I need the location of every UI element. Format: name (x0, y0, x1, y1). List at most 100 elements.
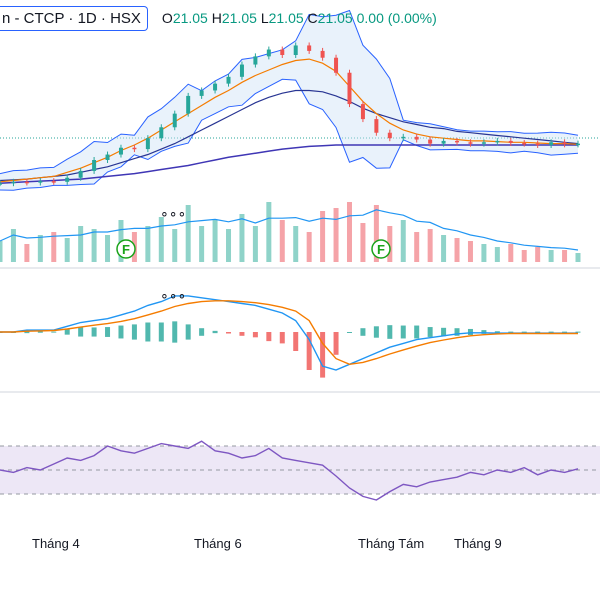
bollinger-upper-line (0, 9, 579, 175)
macd-histogram-bar (427, 327, 433, 337)
candle-body (11, 181, 16, 184)
close-label: C (307, 10, 318, 26)
candle-body (293, 45, 298, 55)
symbol-title: n - CTCP · 1D · HSX (2, 9, 141, 27)
volume-bar (105, 235, 111, 262)
macd-histogram-bar (145, 322, 151, 342)
volume-bar (535, 247, 541, 262)
macd-histogram-bar (51, 331, 57, 333)
macd-histogram-bar (239, 332, 245, 336)
volume-bar (0, 241, 3, 262)
symbol-selector[interactable]: n - CTCP · 1D · HSX (0, 5, 148, 31)
volume-bar (158, 217, 164, 262)
volume-bar (185, 205, 191, 262)
macd-histogram-bar (521, 331, 527, 333)
macd-histogram-bar (535, 331, 541, 333)
candle-body (280, 49, 285, 55)
volume-bar (333, 208, 339, 262)
volume-bar (548, 250, 554, 262)
candle-body (441, 140, 446, 144)
candle-body (24, 181, 29, 184)
volume-bar (494, 247, 500, 262)
macd-histogram-bar (387, 325, 393, 339)
rsi-pane (0, 440, 600, 501)
macd-histogram-bar (360, 328, 366, 336)
candle-body (226, 76, 231, 84)
candle-body (334, 57, 339, 73)
volume-bar (24, 244, 30, 262)
macd-histogram-bar (467, 328, 473, 336)
volume-bar (37, 235, 43, 262)
x-axis: Tháng 4 Tháng 6 Tháng Tám Tháng 9 (32, 536, 502, 551)
volume-bar (360, 223, 366, 262)
volume-bar (481, 244, 487, 262)
volume-bar (387, 226, 393, 262)
candle-body (481, 142, 486, 144)
candle-body (51, 181, 56, 183)
candle-body (145, 138, 150, 150)
candle-body (535, 143, 540, 146)
volume-bar (226, 229, 232, 262)
macd-histogram-bar (185, 324, 191, 340)
macd-histogram-bar (548, 331, 554, 333)
macd-histogram-bar (373, 326, 379, 338)
high-value: 21.05 (221, 10, 257, 26)
event-marker-label: F (377, 242, 385, 257)
volume-bar (266, 202, 272, 262)
volume-bar (145, 226, 151, 262)
moving-average-long-line (0, 144, 578, 184)
macd-histogram-bar (212, 330, 218, 334)
macd-histogram-bar (333, 332, 339, 355)
high-label: H (211, 10, 222, 26)
moving-average-fast-line (0, 58, 579, 183)
moving-average-mid-line (0, 89, 579, 182)
rsi-line (0, 440, 579, 501)
candle-body (118, 147, 123, 155)
macd-histogram-bar (24, 330, 30, 334)
x-tick-label: Tháng 9 (454, 536, 502, 551)
x-tick-label: Tháng 6 (194, 536, 242, 551)
chart-header: n - CTCP · 1D · HSX O21.05 H21.05 L21.05… (0, 4, 437, 32)
macd-signal-line (0, 300, 578, 366)
volume-bar (373, 205, 379, 262)
volume-bar (78, 226, 84, 262)
x-tick-label: Tháng Tám (358, 536, 424, 551)
low-value: 21.05 (268, 10, 304, 26)
candle-body (508, 140, 513, 143)
more-options-icon[interactable]: ∘∘∘ (160, 287, 186, 303)
candle-body (78, 170, 83, 178)
volume-bar (172, 229, 178, 262)
more-options-icon[interactable]: ∘∘∘ (160, 205, 186, 221)
candle-body (159, 127, 164, 139)
candle-body (468, 142, 473, 144)
candle-body (186, 95, 191, 114)
candle-body (253, 56, 258, 65)
volume-bar (400, 220, 406, 262)
bollinger-band-fill (0, 10, 578, 191)
price-pane (0, 9, 580, 191)
candle-body (132, 147, 137, 150)
volume-bar (64, 238, 70, 262)
volume-bar (239, 214, 245, 262)
candle-body (307, 45, 312, 51)
macd-histogram-bar (481, 330, 487, 334)
volume-bar (306, 232, 312, 262)
macd-histogram-bar (252, 332, 258, 338)
candle-body (199, 90, 204, 96)
macd-histogram-bar (346, 332, 352, 333)
candle-body (38, 181, 43, 183)
x-tick-label: Tháng 4 (32, 536, 80, 551)
event-marker-label: F (122, 242, 130, 257)
volume-bar (441, 235, 447, 262)
volume-bar (427, 229, 433, 262)
volume-bar (279, 220, 285, 262)
candle-body (455, 140, 460, 143)
candle-body (320, 50, 325, 58)
volume-bar (575, 253, 581, 262)
candle-body (576, 143, 580, 146)
volume-bar (508, 244, 514, 262)
volume-bar (199, 226, 205, 262)
candle-body (239, 64, 244, 77)
macd-histogram-bar (64, 329, 70, 335)
